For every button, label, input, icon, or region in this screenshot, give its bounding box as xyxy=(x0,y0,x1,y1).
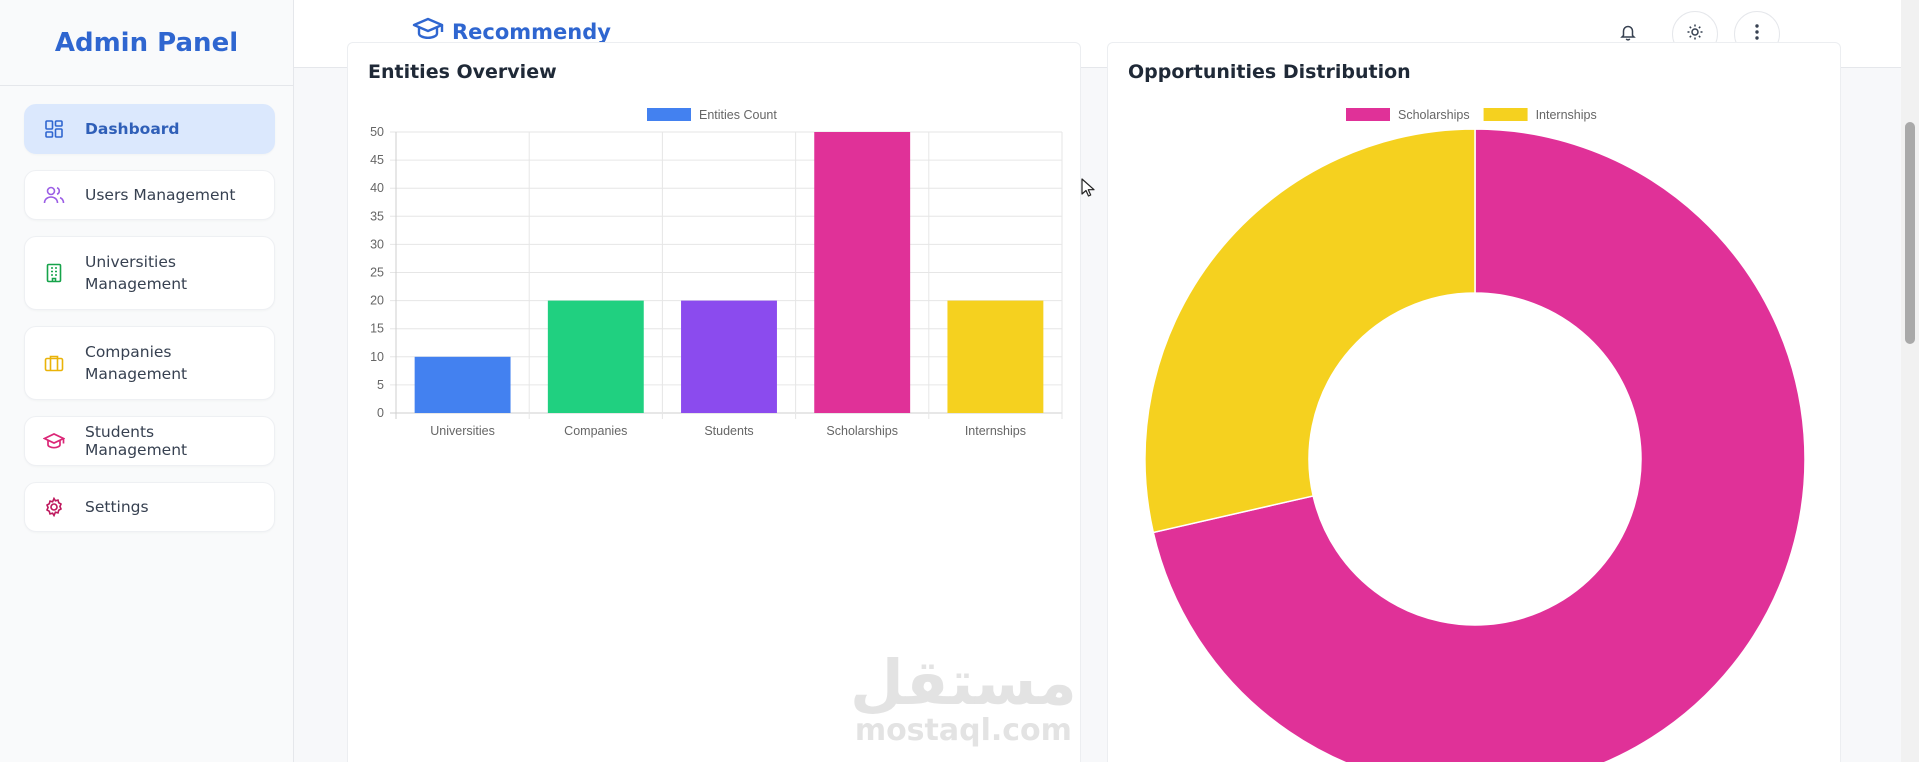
bar-companies[interactable] xyxy=(547,300,644,413)
x-tick-label: Scholarships xyxy=(826,424,898,438)
y-tick-label: 45 xyxy=(370,153,384,167)
watermark: مستقل mostaql.com xyxy=(850,650,1077,746)
y-tick-label: 10 xyxy=(370,350,384,364)
sidebar-item-label: Dashboard xyxy=(85,120,180,138)
legend-label: Entities Count xyxy=(699,108,777,122)
y-tick-label: 15 xyxy=(370,322,384,336)
chart-title: Entities Overview xyxy=(368,61,557,83)
legend-label: Scholarships xyxy=(1398,108,1470,122)
entities-bar-chart: 0 5 10 15 20 25 30 35 40 45 50 Universities Compani… xyxy=(370,108,1063,438)
sidebar-item-universities[interactable]: Universities Management xyxy=(24,236,275,310)
scrollbar-thumb[interactable] xyxy=(1905,122,1915,344)
opportunities-distribution-card: Scholarships Internships Opportunities Di… xyxy=(1107,42,1841,762)
y-tick-label: 20 xyxy=(370,294,384,308)
dashboard-grid-icon xyxy=(43,118,65,140)
sidebar-item-users[interactable]: Users Management xyxy=(24,170,275,220)
y-tick-label: 0 xyxy=(377,406,384,420)
users-icon xyxy=(43,184,65,206)
building-icon xyxy=(43,262,65,284)
graduation-cap-icon xyxy=(43,430,65,452)
notifications-button[interactable] xyxy=(1605,11,1651,57)
sidebar-item-students[interactable]: Students Management xyxy=(24,416,275,466)
bar-scholarships[interactable] xyxy=(814,132,911,413)
sidebar-item-companies[interactable]: Companies Management xyxy=(24,326,275,400)
sidebar-item-label: Companies Management xyxy=(85,343,188,383)
opportunities-doughnut-chart: Scholarships Internships xyxy=(1144,108,1806,762)
sidebar-brand: Admin Panel xyxy=(0,0,293,86)
sidebar: Admin Panel Dashboard Users Management U… xyxy=(0,0,294,762)
x-tick-label: Internships xyxy=(965,424,1026,438)
sidebar-item-label: Universities Management xyxy=(85,253,188,293)
sun-icon xyxy=(1686,23,1704,46)
x-tick-label: Companies xyxy=(564,424,627,438)
legend-label: Internships xyxy=(1536,108,1597,122)
app-name: Recommendy xyxy=(452,19,611,44)
y-tick-label: 25 xyxy=(370,266,384,280)
sidebar-item-dashboard[interactable]: Dashboard xyxy=(24,104,275,154)
slice-internships[interactable] xyxy=(1144,128,1476,534)
sidebar-item-label: Users Management xyxy=(85,186,236,204)
watermark-latin: mostaql.com xyxy=(854,713,1072,748)
entities-overview-card: 0 5 10 15 20 25 30 35 40 45 50 Universities Compani… xyxy=(347,42,1081,762)
sidebar-item-label: Students Management xyxy=(85,423,188,459)
app-logo[interactable]: Recommendy xyxy=(412,16,611,47)
mouse-cursor-icon xyxy=(1081,178,1095,203)
legend-swatch xyxy=(1346,108,1390,121)
sidebar-item-settings[interactable]: Settings xyxy=(24,482,275,532)
sidebar-item-label: Settings xyxy=(85,498,149,516)
bar-internships[interactable] xyxy=(947,300,1044,413)
y-tick-label: 50 xyxy=(370,125,384,139)
bar-universities[interactable] xyxy=(414,356,511,413)
legend-swatch xyxy=(647,108,691,121)
bell-icon xyxy=(1619,23,1637,46)
watermark-arabic: مستقل xyxy=(850,646,1077,719)
chart-title: Opportunities Distribution xyxy=(1128,61,1411,83)
legend-swatch xyxy=(1483,108,1528,121)
sidebar-title: Admin Panel xyxy=(54,27,239,58)
x-tick-label: Universities xyxy=(430,424,495,438)
x-tick-label: Students xyxy=(704,424,753,438)
gear-icon xyxy=(43,496,65,518)
sidebar-nav: Dashboard Users Management Universities … xyxy=(0,86,293,532)
y-tick-label: 40 xyxy=(370,181,384,195)
more-vertical-icon xyxy=(1754,23,1760,46)
y-tick-label: 30 xyxy=(370,237,384,251)
briefcase-icon xyxy=(43,352,65,374)
page-scrollbar[interactable] xyxy=(1901,0,1919,762)
y-tick-label: 35 xyxy=(370,209,384,223)
y-tick-label: 5 xyxy=(377,378,384,392)
bar-students[interactable] xyxy=(681,300,777,413)
slice-scholarships[interactable] xyxy=(1152,128,1806,762)
graduation-cap-icon xyxy=(412,16,444,47)
